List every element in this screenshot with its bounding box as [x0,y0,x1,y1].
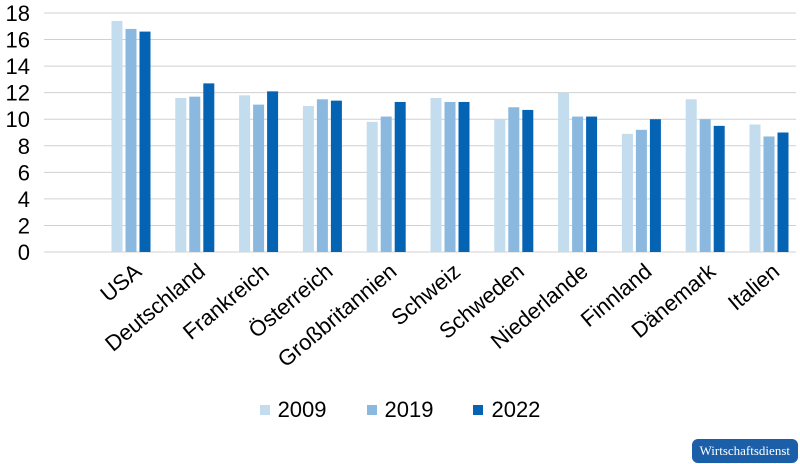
bar-2009 [621,133,633,252]
legend-swatch-2022 [473,405,484,415]
bar-2009 [749,124,761,252]
legend-label: 2009 [277,397,327,422]
bar-2009 [494,119,506,252]
bar-2022 [522,109,534,252]
bar-2009 [111,20,123,252]
legend-label: 2019 [384,397,434,422]
bar-2022 [586,116,598,252]
legend-item-2019: 2019 [366,397,434,423]
bar-2009 [366,121,378,252]
bar-2019 [253,104,265,252]
category-label: Italien [723,258,784,315]
bar-2009 [239,95,251,252]
bar-2019 [380,116,392,252]
bar-2022 [649,119,661,252]
category-label: USA [95,258,146,306]
bar-2019 [444,101,456,252]
legend-swatch-2019 [366,405,377,415]
legend-swatch-2009 [259,405,270,415]
source-badge: Wirtschaftsdienst [691,439,798,463]
y-tick-label: 12 [6,81,30,106]
bar-2022 [330,100,342,252]
bar-2009 [302,105,314,252]
bar-2009 [685,99,697,252]
bar-2022 [713,125,725,252]
y-tick-label: 2 [18,213,30,238]
legend-item-2009: 2009 [259,397,327,423]
bar-2019 [125,28,137,252]
bar-2019 [508,107,520,253]
category-labels: USADeutschlandFrankreichÖsterreichGroßbr… [95,258,784,372]
bar-2019 [316,99,328,252]
bar-2009 [558,92,570,253]
bar-2022 [203,83,215,252]
bar-2019 [572,116,584,252]
bar-2019 [763,136,775,252]
legend: 2009 2019 2022 [0,395,800,425]
y-tick-label: 8 [18,134,30,159]
bars [111,20,789,253]
bar-2022 [267,91,279,252]
y-tick-label: 18 [6,1,30,26]
bar-2009 [430,97,442,252]
y-tick-label: 10 [6,107,30,132]
y-tick-label: 4 [18,187,30,212]
bar-2022 [139,31,151,253]
legend-item-2022: 2022 [473,397,540,423]
bar-2019 [699,119,711,252]
y-tick-label: 14 [6,54,30,79]
bar-2022 [394,101,406,252]
bar-2019 [189,96,201,253]
gridlines [44,12,796,253]
bar-2019 [635,129,647,252]
legend-label: 2022 [491,397,541,422]
bar-2022 [458,101,470,252]
y-tick-label: 0 [18,240,30,265]
bar-2022 [777,132,789,252]
y-tick-label: 16 [6,28,30,53]
bar-2009 [175,97,187,252]
y-tick-label: 6 [18,160,30,185]
